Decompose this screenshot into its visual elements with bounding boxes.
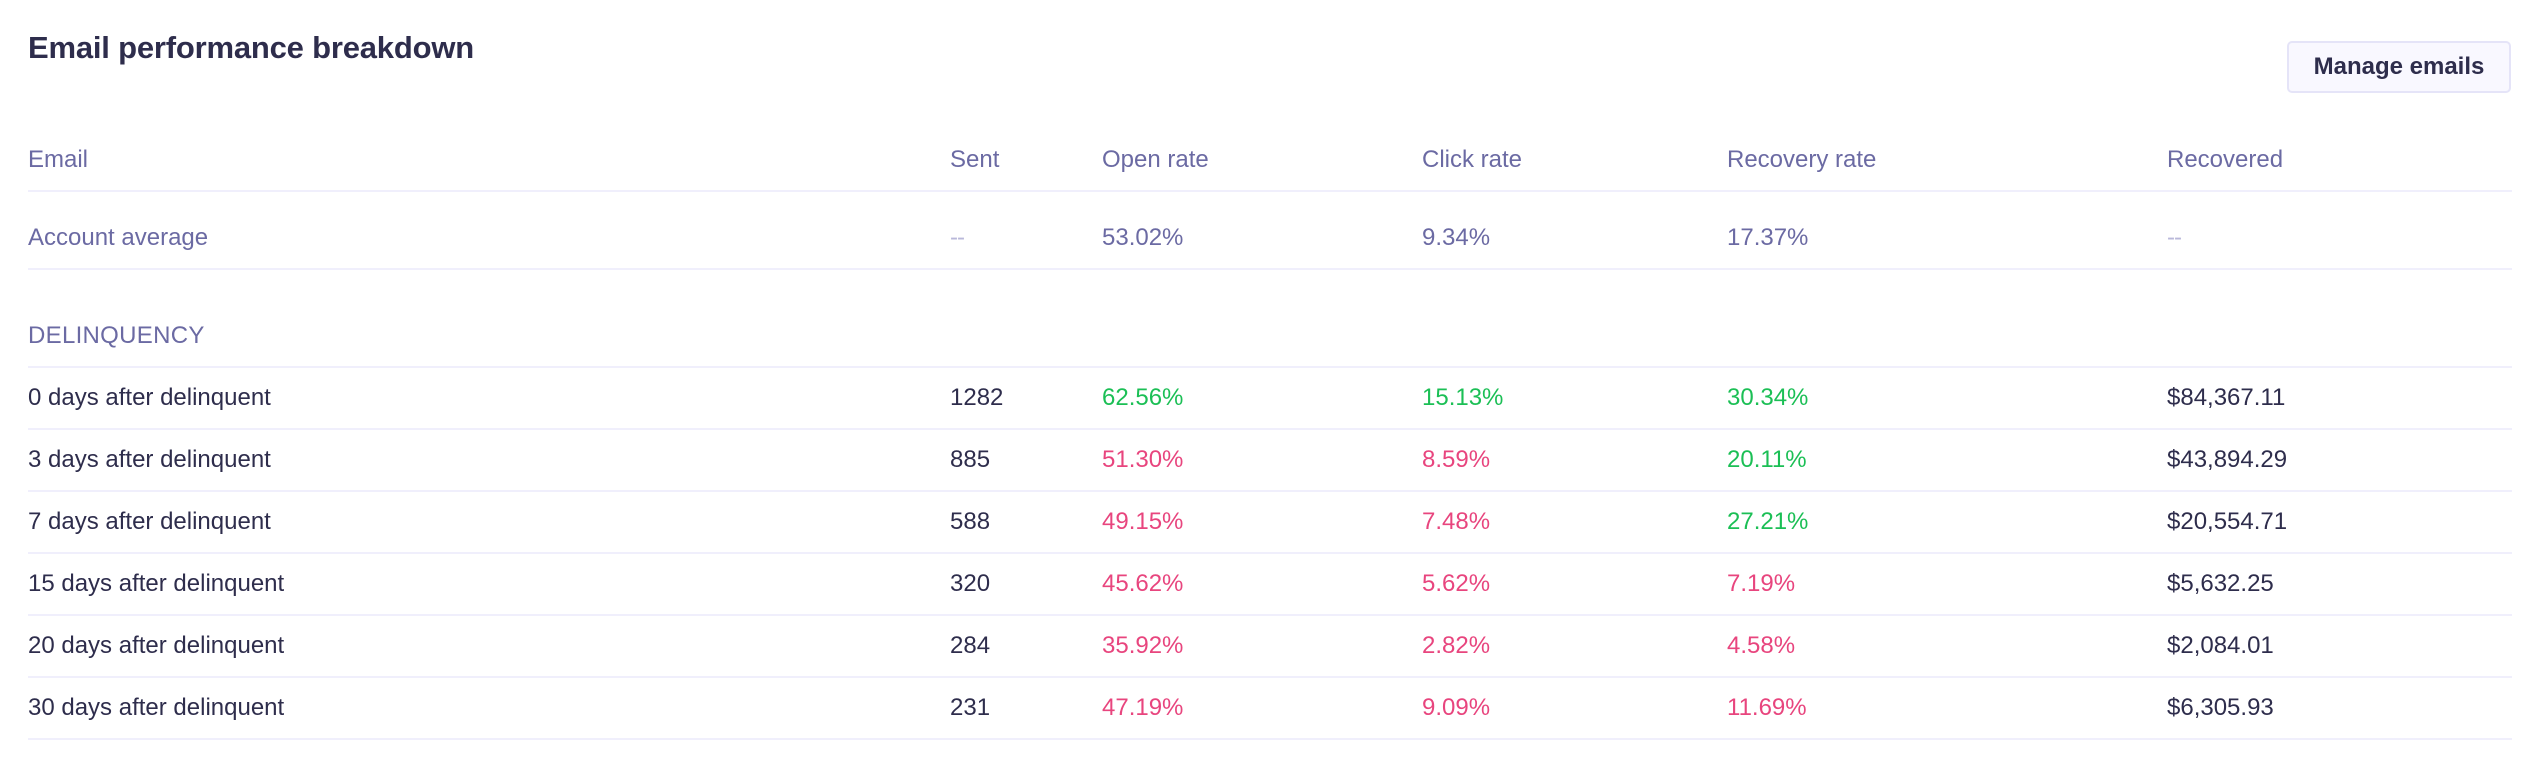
section-label-delinquency: DELINQUENCY (28, 306, 2512, 368)
recovery-rate: 30.34% (1727, 384, 1809, 411)
recovery-rate: 27.21% (1727, 508, 1809, 535)
recovered-amount: $20,554.71 (2167, 508, 2288, 535)
account-average-click-rate: 9.34% (1422, 224, 1491, 251)
column-header-open-rate[interactable]: Open rate (1102, 146, 1209, 173)
sent-count: 284 (950, 632, 991, 659)
sent-count: 588 (950, 508, 991, 535)
recovery-rate: 4.58% (1727, 632, 1796, 659)
click-rate: 2.82% (1422, 632, 1491, 659)
account-average-label: Account average (28, 224, 209, 251)
recovery-rate: 20.11% (1727, 446, 1807, 473)
column-header-email[interactable]: Email (28, 146, 89, 173)
recovery-rate: 7.19% (1727, 570, 1796, 597)
open-rate: 62.56% (1102, 384, 1184, 411)
manage-emails-button[interactable]: Manage emails (2287, 41, 2511, 93)
recovery-rate: 11.69% (1727, 694, 1807, 721)
sent-count: 320 (950, 570, 991, 597)
click-rate: 7.48% (1422, 508, 1491, 535)
email-name[interactable]: 30 days after delinquent (28, 694, 285, 721)
email-name[interactable]: 20 days after delinquent (28, 632, 285, 659)
open-rate: 45.62% (1102, 570, 1184, 597)
table-row[interactable]: 3 days after delinquent 885 51.30% 8.59%… (28, 430, 2512, 492)
email-name[interactable]: 3 days after delinquent (28, 446, 271, 473)
recovered-amount: $43,894.29 (2167, 446, 2288, 473)
recovered-amount: $6,305.93 (2167, 694, 2274, 721)
click-rate: 8.59% (1422, 446, 1491, 473)
account-average-recovery-rate: 17.37% (1727, 224, 1809, 251)
table-row[interactable]: 20 days after delinquent 284 35.92% 2.82… (28, 616, 2512, 678)
open-rate: 47.19% (1102, 694, 1184, 721)
table-row[interactable]: 0 days after delinquent 1282 62.56% 15.1… (28, 368, 2512, 430)
recovered-amount: $84,367.11 (2167, 384, 2286, 411)
sent-count: 1282 (950, 384, 1004, 411)
column-header-recovered[interactable]: Recovered (2167, 146, 2284, 173)
column-header-click-rate[interactable]: Click rate (1422, 146, 1523, 173)
click-rate: 15.13% (1422, 384, 1504, 411)
open-rate: 51.30% (1102, 446, 1184, 473)
recovered-amount: $2,084.01 (2167, 632, 2274, 659)
column-header-sent[interactable]: Sent (950, 146, 1000, 173)
click-rate: 5.62% (1422, 570, 1491, 597)
column-header-recovery-rate[interactable]: Recovery rate (1727, 146, 1877, 173)
page-title: Email performance breakdown (28, 30, 474, 65)
sent-count: 885 (950, 446, 991, 473)
table-row[interactable]: 30 days after delinquent 231 47.19% 9.09… (28, 678, 2512, 740)
open-rate: 49.15% (1102, 508, 1184, 535)
table-row[interactable]: 7 days after delinquent 588 49.15% 7.48%… (28, 492, 2512, 554)
email-name[interactable]: 7 days after delinquent (28, 508, 271, 535)
account-average-row: Account average -- 53.02% 9.34% 17.37% -… (28, 208, 2512, 270)
recovered-amount: $5,632.25 (2167, 570, 2274, 597)
account-average-recovered: -- (2167, 224, 2182, 251)
table-header-row: Email Sent Open rate Click rate Recovery… (28, 130, 2512, 192)
email-name[interactable]: 15 days after delinquent (28, 570, 285, 597)
open-rate: 35.92% (1102, 632, 1184, 659)
sent-count: 231 (950, 694, 991, 721)
email-name[interactable]: 0 days after delinquent (28, 384, 271, 411)
account-average-open-rate: 53.02% (1102, 224, 1184, 251)
click-rate: 9.09% (1422, 694, 1491, 721)
table-row[interactable]: 15 days after delinquent 320 45.62% 5.62… (28, 554, 2512, 616)
account-average-sent: -- (950, 224, 965, 251)
